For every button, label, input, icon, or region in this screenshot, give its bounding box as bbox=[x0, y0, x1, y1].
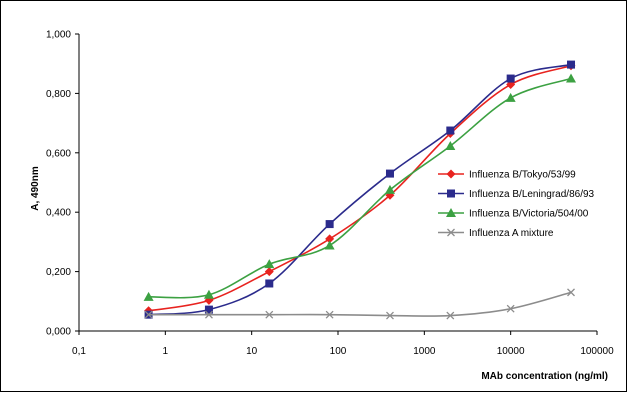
data-point-series-2 bbox=[204, 305, 213, 314]
legend-label-1: Influenza B/Tokyo/53/99 bbox=[469, 170, 576, 181]
y-tick-label: 0,600 bbox=[46, 148, 71, 159]
data-point-series-4 bbox=[446, 311, 455, 320]
data-point-series-2 bbox=[325, 220, 334, 229]
data-point-series-4 bbox=[567, 288, 575, 297]
legend-marker-3 bbox=[446, 208, 456, 217]
data-point-series-4 bbox=[204, 310, 213, 319]
series-line-4 bbox=[148, 291, 572, 317]
data-point-series-2 bbox=[265, 279, 274, 288]
data-point-series-3 bbox=[566, 73, 577, 83]
legend-marker-4 bbox=[447, 228, 455, 237]
y-tick-label: 1,000 bbox=[46, 30, 71, 41]
y-tick-label: 0,400 bbox=[46, 208, 71, 219]
data-point-series-3 bbox=[324, 240, 335, 250]
y-tick-label: 0,200 bbox=[46, 267, 71, 278]
x-axis-title: MAb concentration (ng/ml) bbox=[481, 371, 608, 382]
legend-label-2: Influenza B/Leningrad/86/93 bbox=[469, 189, 595, 200]
x-tick-label: 0,1 bbox=[72, 346, 86, 357]
data-point-series-2 bbox=[506, 74, 515, 83]
legend-label-4: Influenza A mixture bbox=[469, 228, 554, 239]
y-tick-label: 0,800 bbox=[46, 89, 71, 100]
series-line-2 bbox=[148, 63, 572, 316]
data-point-series-2 bbox=[446, 126, 455, 135]
legend-marker-1 bbox=[446, 169, 456, 179]
data-point-series-4 bbox=[144, 310, 153, 319]
data-point-series-1 bbox=[264, 267, 274, 277]
data-point-series-3 bbox=[264, 259, 275, 269]
y-axis-title: A, 490nm bbox=[30, 166, 41, 211]
data-point-series-3 bbox=[203, 289, 214, 299]
x-tick-label: 1 bbox=[163, 346, 169, 357]
data-point-series-3 bbox=[143, 291, 154, 301]
data-point-series-3 bbox=[384, 184, 395, 194]
x-tick-label: 1000 bbox=[413, 346, 436, 357]
x-tick-label: 10 bbox=[246, 346, 258, 357]
data-point-series-2 bbox=[567, 60, 576, 69]
x-tick-label: 10000 bbox=[497, 346, 525, 357]
data-point-series-4 bbox=[265, 310, 274, 319]
y-tick-label: 0,000 bbox=[46, 327, 71, 338]
data-point-series-4 bbox=[386, 311, 394, 320]
data-point-series-3 bbox=[505, 92, 516, 102]
data-point-series-4 bbox=[506, 304, 515, 313]
x-tick-label: 100 bbox=[330, 346, 347, 357]
data-point-series-1 bbox=[325, 234, 335, 244]
series-line-1 bbox=[148, 65, 572, 312]
data-point-series-2 bbox=[385, 169, 394, 178]
data-point-series-4 bbox=[325, 310, 334, 319]
series-line-3 bbox=[148, 77, 572, 299]
legend-label-3: Influenza B/Victoria/504/00 bbox=[469, 209, 589, 220]
data-point-series-3 bbox=[445, 140, 456, 150]
x-tick-label: 100000 bbox=[580, 346, 614, 357]
legend-marker-2 bbox=[447, 189, 455, 198]
